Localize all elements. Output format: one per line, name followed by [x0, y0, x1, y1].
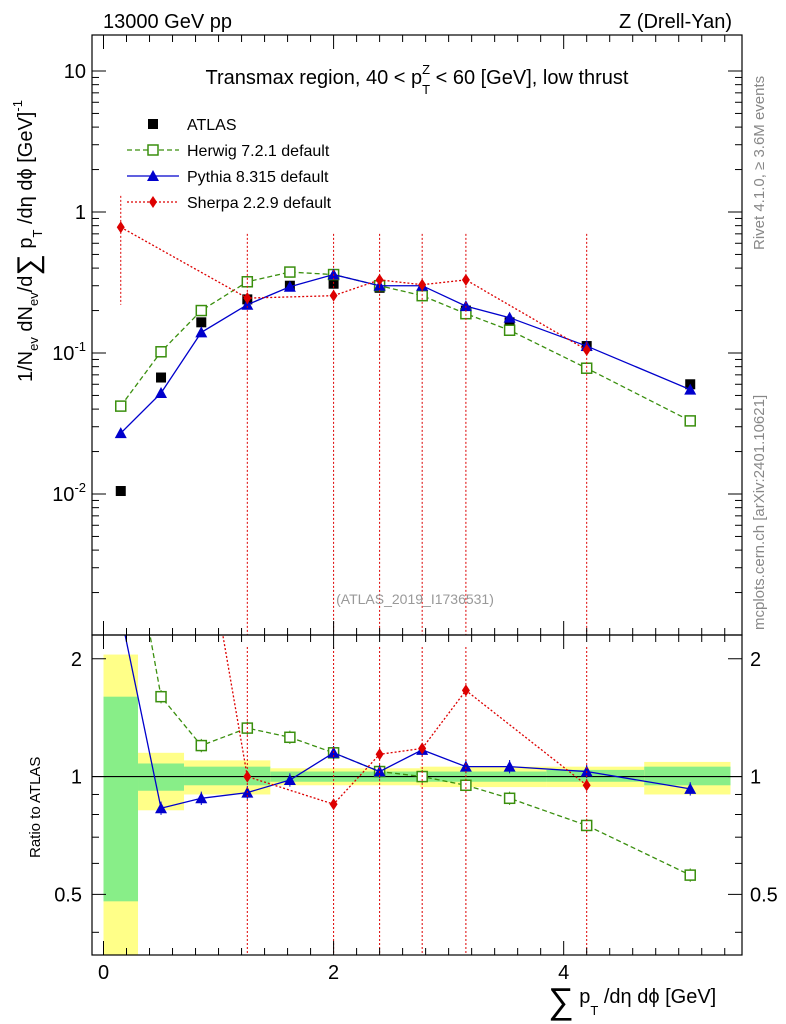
herwig-point: [284, 266, 296, 278]
pythia-point: [459, 300, 472, 312]
herwig-point: [503, 324, 516, 336]
y-tick-label: 1: [75, 202, 86, 224]
ratio-panel: [92, 654, 742, 955]
sherpa-point: [243, 292, 252, 305]
sherpa-point: [418, 278, 427, 291]
mcplots-label: mcplots.cern.ch [arXiv:2401.10621]: [751, 395, 768, 630]
ratio-band-inner-5: [546, 769, 645, 782]
sherpa-ratio-point: [243, 770, 252, 783]
legend-label: Herwig 7.2.1 default: [187, 143, 330, 160]
pythia-ratio-point: [684, 782, 697, 794]
herwig-point: [684, 415, 696, 427]
pythia-ratio-point: [155, 802, 168, 814]
pythia-point: [195, 326, 208, 338]
rivet-label: Rivet 4.1.0, ≥ 3.6M events: [751, 76, 768, 250]
legend: ATLAS Herwig 7.2.1 default Pythia 8.315 de…: [127, 117, 332, 212]
analysis-id: (ATLAS_2019_I1736531): [336, 591, 494, 607]
pythia-point: [241, 298, 254, 310]
sherpa-ratio-point: [461, 684, 470, 697]
legend-label: ATLAS: [187, 117, 237, 134]
x-tick-label: 0: [98, 962, 109, 984]
header-left: 13000 GeV pp: [103, 11, 232, 33]
pythia-ratio-line: [124, 635, 691, 810]
sherpa-ratio-point: [329, 798, 338, 811]
herwig-ratio-point: [116, 467, 126, 477]
pythia-point: [283, 280, 296, 292]
sherpa-line: [120, 226, 588, 351]
pythia-point: [114, 427, 127, 439]
y-axis-label: 1/Nev dNev/d∑ pT /dη dϕ [GeV]-1: [10, 100, 45, 382]
ratio-y-tick-label: 1: [71, 767, 82, 789]
ratio-y-tick-label: 0.5: [54, 884, 82, 906]
sherpa-point: [329, 289, 338, 302]
pythia-point: [155, 387, 168, 399]
legend-label: Sherpa 2.2.9 default: [187, 195, 332, 212]
sherpa-ratio-point: [375, 748, 384, 761]
sherpa-point: [461, 273, 470, 286]
herwig-ratio-point: [155, 690, 167, 703]
ratio-y-axis-label: Ratio to ATLAS: [27, 757, 44, 858]
pythia-ratio-point: [503, 760, 516, 772]
herwig-ratio-point: [195, 739, 208, 752]
pythia-point: [684, 383, 697, 395]
pythia-ratio-point: [283, 773, 296, 785]
atlas-point: [115, 486, 126, 497]
ratio-y-tick-label-right: 2: [750, 649, 761, 671]
legend-marker: [148, 119, 158, 129]
sherpa-point: [582, 344, 591, 357]
herwig-ratio-line: [149, 635, 691, 876]
pythia-point: [503, 311, 516, 323]
header-right: Z (Drell-Yan): [619, 11, 732, 33]
ratio-frame: [91, 634, 743, 956]
atlas-point: [156, 372, 167, 383]
sherpa-ratio-point: [117, 39, 125, 51]
legend-marker: [149, 196, 157, 208]
herwig-point: [195, 304, 208, 317]
ratio-y-tick-label-right: 0.5: [750, 884, 778, 906]
sherpa-ratio-point: [418, 742, 427, 755]
y-tick-label: 10: [64, 61, 86, 83]
data-marks: [114, 39, 697, 955]
herwig-ratio-point: [284, 731, 296, 744]
pythia-line: [120, 273, 691, 434]
legend-marker: [147, 170, 159, 181]
chart-title: Transmax region, 40 < pTZ < 60 [GeV], lo…: [206, 62, 629, 97]
y-tick-label: 10-2: [52, 480, 86, 506]
main-series: [114, 195, 697, 635]
atlas-point: [196, 317, 207, 328]
herwig-point: [115, 400, 127, 412]
y-tick-label: 10-1: [52, 339, 86, 365]
ratio-y-tick-label-right: 1: [750, 767, 761, 789]
sherpa-point: [116, 221, 125, 234]
herwig-point: [155, 346, 167, 358]
pythia-ratio-point: [459, 760, 472, 772]
sherpa-ratio-point: [582, 779, 591, 792]
herwig-ratio-point: [684, 869, 696, 881]
herwig-line: [120, 271, 691, 422]
ratio-y-tick-label: 2: [71, 649, 82, 671]
x-tick-label: 4: [558, 962, 569, 984]
pythia-ratio-point: [195, 792, 208, 804]
x-axis-label: ∑ pT /dη dϕ [GeV]: [548, 980, 716, 1021]
sherpa-point: [375, 273, 384, 286]
legend-label: Pythia 8.315 default: [187, 169, 329, 186]
pythia-ratio-point: [115, 608, 127, 619]
legend-marker: [147, 144, 159, 156]
ratio-band-inner-0: [103, 696, 139, 902]
ratio-series: [115, 39, 697, 955]
ratio-bands: [103, 654, 731, 955]
herwig-ratio-point: [503, 792, 516, 805]
x-tick-label: 2: [328, 962, 339, 984]
axes: 0 2 4 10-2 10-1 1 10 0.5 0.5 1 1 2 2: [52, 34, 778, 984]
